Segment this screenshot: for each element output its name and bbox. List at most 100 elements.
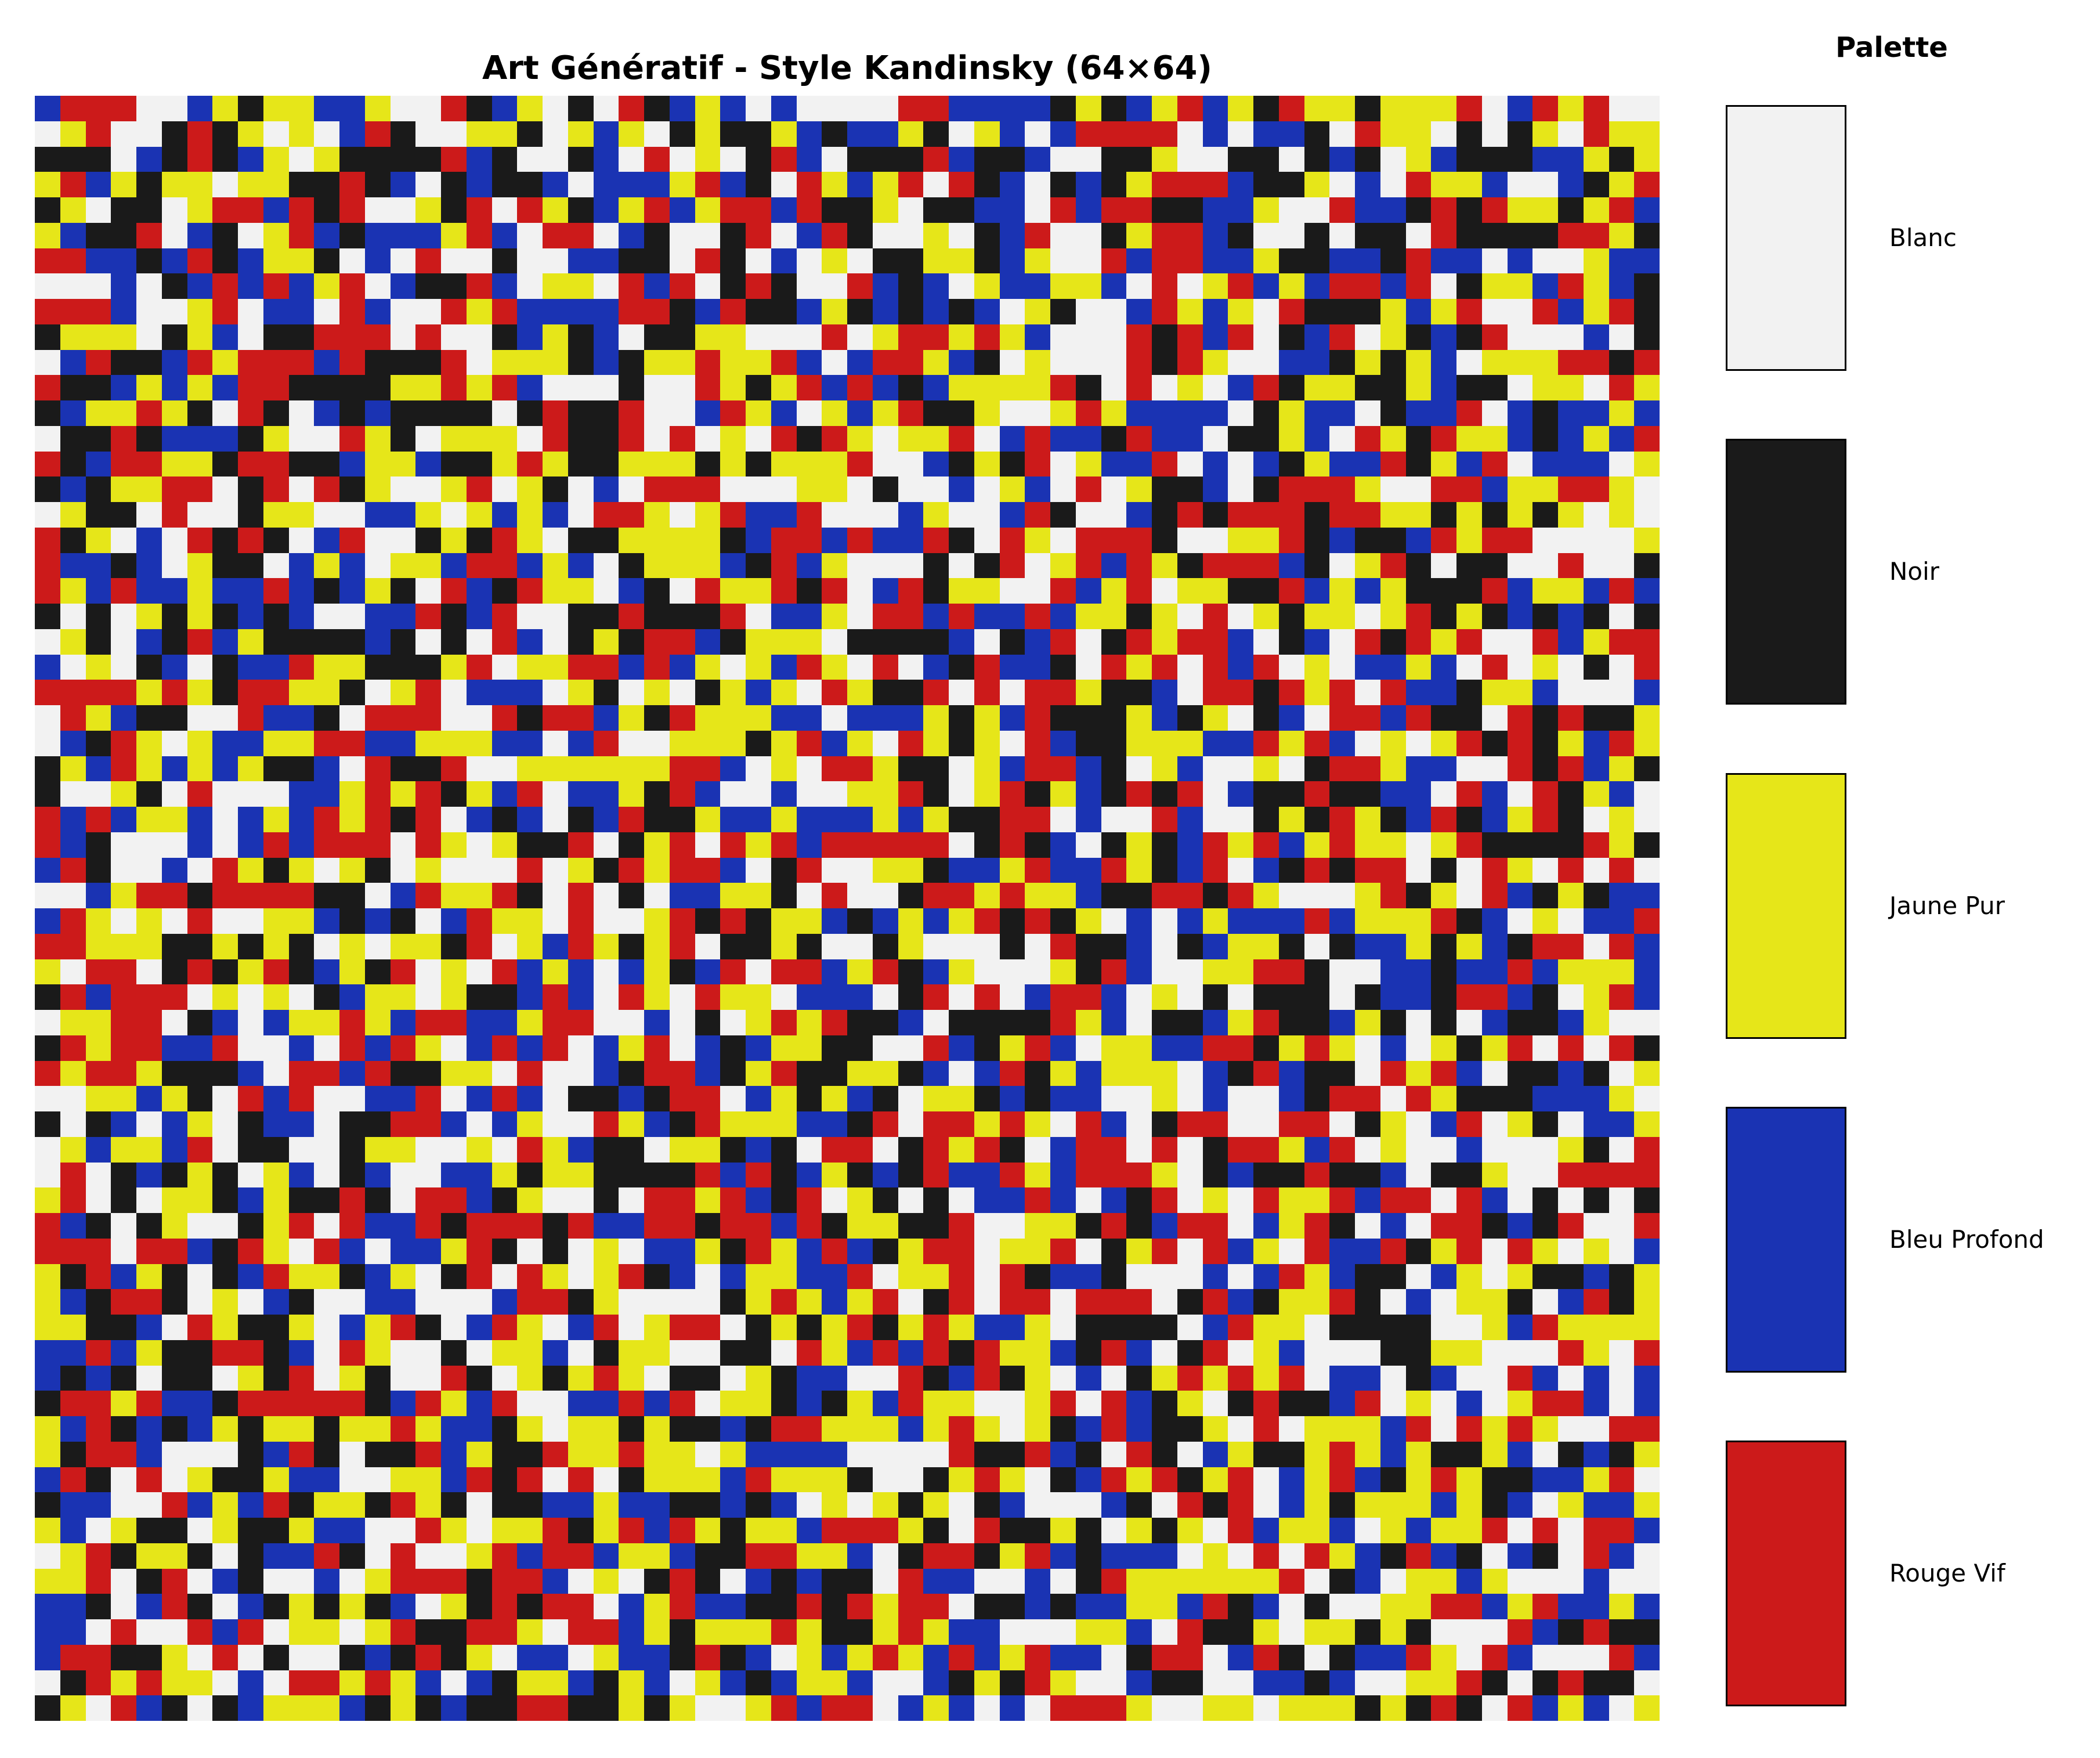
grid-cell: [1355, 146, 1380, 172]
grid-cell: [568, 1594, 594, 1619]
grid-cell: [441, 578, 467, 604]
grid-cell: [1329, 1644, 1355, 1670]
grid-cell: [136, 1111, 162, 1137]
grid-cell: [1558, 1238, 1584, 1264]
grid-cell: [568, 832, 594, 858]
grid-cell: [35, 273, 60, 299]
grid-cell: [136, 222, 162, 248]
grid-cell: [1050, 553, 1076, 579]
grid-cell: [339, 1467, 365, 1493]
grid-cell: [771, 1086, 797, 1111]
grid-cell: [1253, 1467, 1279, 1493]
grid-cell: [35, 1111, 60, 1137]
grid-cell: [288, 197, 315, 223]
grid-cell: [517, 1238, 543, 1264]
grid-cell: [491, 248, 518, 274]
grid-cell: [212, 1416, 238, 1442]
grid-cell: [1075, 1670, 1101, 1696]
grid-cell: [1126, 781, 1152, 807]
grid-cell: [720, 1315, 746, 1340]
grid-cell: [1532, 1416, 1558, 1442]
grid-cell: [898, 1518, 924, 1543]
grid-cell: [695, 629, 721, 655]
grid-cell: [288, 172, 315, 197]
grid-cell: [1431, 1010, 1456, 1035]
grid-cell: [1634, 400, 1660, 426]
grid-cell: [1152, 984, 1177, 1010]
grid-cell: [1481, 1035, 1508, 1061]
grid-cell: [1050, 654, 1076, 680]
grid-cell: [1609, 654, 1635, 680]
grid-cell: [771, 1010, 797, 1035]
grid-cell: [1075, 1035, 1101, 1061]
grid-cell: [212, 933, 238, 959]
grid-cell: [771, 1187, 797, 1213]
grid-cell: [415, 299, 441, 324]
grid-cell: [1431, 502, 1456, 528]
grid-cell: [543, 1187, 568, 1213]
grid-cell: [669, 502, 695, 528]
grid-cell: [619, 476, 644, 502]
grid-cell: [415, 146, 441, 172]
grid-cell: [1380, 96, 1406, 121]
grid-cell: [974, 476, 1000, 502]
grid-cell: [238, 1162, 263, 1188]
grid-cell: [1304, 857, 1330, 883]
grid-cell: [1253, 1136, 1279, 1163]
grid-cell: [949, 400, 974, 426]
grid-cell: [60, 781, 86, 807]
grid-cell: [1025, 756, 1050, 782]
grid-cell: [491, 299, 518, 324]
grid-cell: [1558, 730, 1584, 756]
grid-cell: [1380, 1213, 1406, 1239]
grid-cell: [212, 1060, 238, 1086]
grid-cell: [1202, 502, 1228, 528]
grid-cell: [1202, 273, 1228, 299]
grid-cell: [619, 857, 644, 883]
grid-cell: [187, 1111, 213, 1137]
grid-cell: [644, 1162, 670, 1188]
grid-cell: [1075, 1162, 1101, 1188]
grid-cell: [111, 629, 136, 655]
grid-cell: [695, 680, 721, 705]
grid-cell: [619, 273, 644, 299]
grid-cell: [212, 121, 238, 147]
grid-cell: [1532, 629, 1558, 655]
grid-cell: [1634, 527, 1660, 553]
grid-cell: [999, 1010, 1025, 1035]
grid-cell: [364, 959, 391, 985]
grid-cell: [441, 222, 467, 248]
grid-cell: [949, 1060, 974, 1086]
grid-cell: [314, 1238, 339, 1264]
grid-cell: [619, 781, 644, 807]
grid-cell: [1101, 375, 1127, 400]
grid-cell: [999, 1492, 1025, 1518]
grid-cell: [619, 1492, 644, 1518]
grid-cell: [1253, 1416, 1279, 1442]
grid-cell: [822, 705, 847, 731]
grid-cell: [543, 781, 568, 807]
grid-cell: [85, 578, 111, 604]
grid-cell: [695, 1136, 721, 1163]
grid-cell: [619, 146, 644, 172]
grid-cell: [999, 832, 1025, 858]
grid-cell: [466, 1213, 492, 1239]
grid-cell: [136, 781, 162, 807]
grid-cell: [415, 273, 441, 299]
grid-cell: [669, 1518, 695, 1543]
grid-cell: [822, 349, 847, 376]
grid-cell: [1583, 1086, 1609, 1111]
grid-cell: [1481, 781, 1508, 807]
grid-cell: [695, 527, 721, 553]
grid-cell: [491, 324, 518, 350]
grid-cell: [619, 908, 644, 934]
grid-cell: [1202, 730, 1228, 756]
grid-cell: [415, 1365, 441, 1391]
grid-cell: [111, 1136, 136, 1163]
grid-cell: [568, 476, 594, 502]
grid-cell: [1583, 146, 1609, 172]
grid-cell: [1177, 654, 1203, 680]
grid-cell: [695, 832, 721, 858]
grid-cell: [212, 375, 238, 400]
grid-cell: [161, 629, 187, 655]
